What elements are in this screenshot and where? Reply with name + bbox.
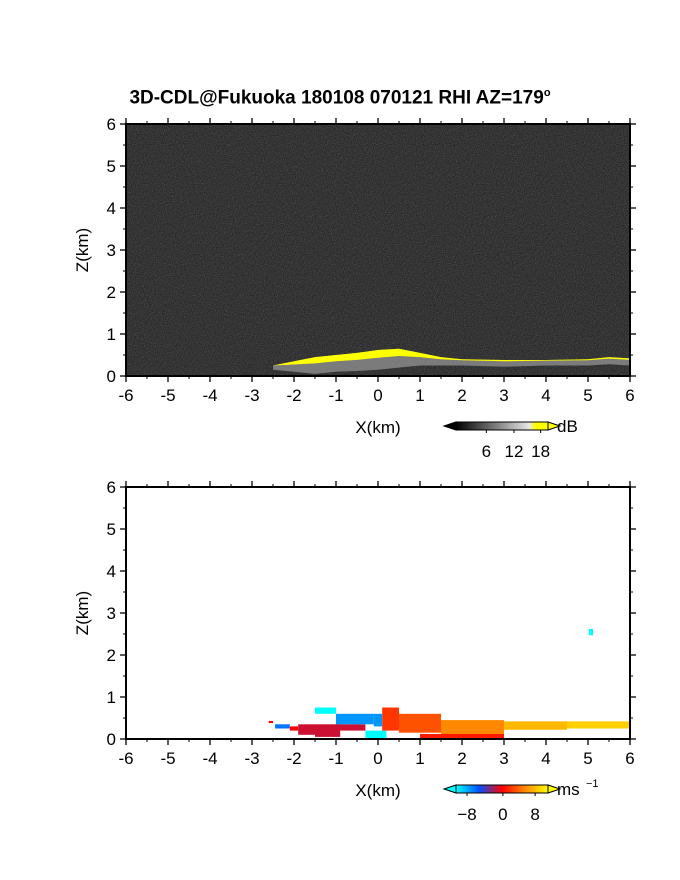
velocity-cell <box>588 628 594 636</box>
colorbar-low-arrow <box>442 784 457 794</box>
x-tick-label: -4 <box>202 749 217 768</box>
x-tick-label: 5 <box>583 386 592 405</box>
x-tick-label: 4 <box>541 749 550 768</box>
colorbar-low-arrow <box>442 421 457 431</box>
title-text: 3D-CDL@Fukuoka 180108 070121 RHI AZ=179 <box>129 87 544 109</box>
y-tick-label: 1 <box>107 688 116 707</box>
x-tick-label: 3 <box>499 386 508 405</box>
title-degree-suffix: o <box>543 87 551 99</box>
colorbar-tick-label: −8 <box>457 805 476 824</box>
velocity-cell <box>315 724 341 737</box>
noise-texture <box>126 124 630 376</box>
x-tick-label: -4 <box>202 386 217 405</box>
y-axis-label: Z(km) <box>73 591 92 635</box>
x-tick-label: 4 <box>541 386 550 405</box>
x-tick-label: 0 <box>373 749 382 768</box>
velocity-cell <box>298 724 315 735</box>
x-tick-label: 6 <box>625 386 634 405</box>
x-tick-label: 3 <box>499 749 508 768</box>
x-tick-label: 5 <box>583 749 592 768</box>
colorbar-unit-label: dB <box>557 417 578 436</box>
x-tick-label: -1 <box>328 749 343 768</box>
x-tick-label: -2 <box>286 749 301 768</box>
y-tick-label: 2 <box>107 646 116 665</box>
velocity-cell <box>336 724 366 731</box>
velocity-cell <box>399 713 441 733</box>
y-axis-label: Z(km) <box>73 228 92 272</box>
colorbar <box>455 421 549 431</box>
velocity-cell <box>336 713 374 725</box>
echo-layer-yellow <box>273 348 630 366</box>
colorbar <box>455 784 549 794</box>
x-tick-label: 1 <box>415 386 424 405</box>
y-tick-label: 2 <box>107 283 116 302</box>
colorbar-high-arrow <box>547 784 562 794</box>
x-axis-label: X(km) <box>355 418 400 437</box>
y-tick-label: 5 <box>107 520 116 539</box>
x-tick-label: -6 <box>118 749 133 768</box>
colorbar-unit-superscript: −1 <box>586 778 599 790</box>
x-tick-label: -3 <box>244 386 259 405</box>
colorbar-tick-label: 8 <box>530 805 539 824</box>
x-tick-label: -1 <box>328 386 343 405</box>
x-tick-label: 0 <box>373 386 382 405</box>
colorbar-tick-label: 12 <box>504 442 523 461</box>
y-tick-label: 4 <box>107 199 116 218</box>
x-axis-label: X(km) <box>355 781 400 800</box>
x-tick-label: -3 <box>244 749 259 768</box>
figure-title: 3D-CDL@Fukuoka 180108 070121 RHI AZ=179o <box>0 87 680 109</box>
velocity-cell <box>441 720 504 735</box>
y-tick-label: 4 <box>107 562 116 581</box>
colorbar-tick-label: 0 <box>498 805 507 824</box>
y-tick-label: 5 <box>107 157 116 176</box>
velocity-cell <box>289 726 299 731</box>
x-tick-label: 1 <box>415 749 424 768</box>
x-tick-label: 6 <box>625 749 634 768</box>
velocity-cell <box>504 721 567 730</box>
colorbar-unit-label: ms <box>557 780 580 799</box>
y-tick-label: 3 <box>107 241 116 260</box>
velocity-cell <box>373 713 383 727</box>
velocity-cell <box>382 707 399 731</box>
y-tick-label: 3 <box>107 604 116 623</box>
velocity-cell <box>567 721 630 729</box>
x-tick-label: -2 <box>286 386 301 405</box>
y-tick-label: 0 <box>107 367 116 386</box>
velocity-cell <box>420 733 504 739</box>
x-tick-label: 2 <box>457 386 466 405</box>
colorbar-tick-label: 6 <box>482 442 491 461</box>
velocity-cell <box>275 724 290 729</box>
y-tick-label: 0 <box>107 730 116 749</box>
colorbar-tick-label: 18 <box>531 442 550 461</box>
velocity-cell <box>365 730 387 739</box>
plot-area-2 <box>126 487 630 739</box>
x-tick-label: -5 <box>160 749 175 768</box>
x-tick-label: 2 <box>457 749 466 768</box>
y-tick-label: 6 <box>107 478 116 497</box>
y-tick-label: 1 <box>107 325 116 344</box>
velocity-cell <box>315 707 336 714</box>
velocity-cell <box>268 720 273 724</box>
colorbar-high-arrow <box>547 421 562 431</box>
y-tick-label: 6 <box>107 115 116 134</box>
x-tick-label: -6 <box>118 386 133 405</box>
x-tick-label: -5 <box>160 386 175 405</box>
